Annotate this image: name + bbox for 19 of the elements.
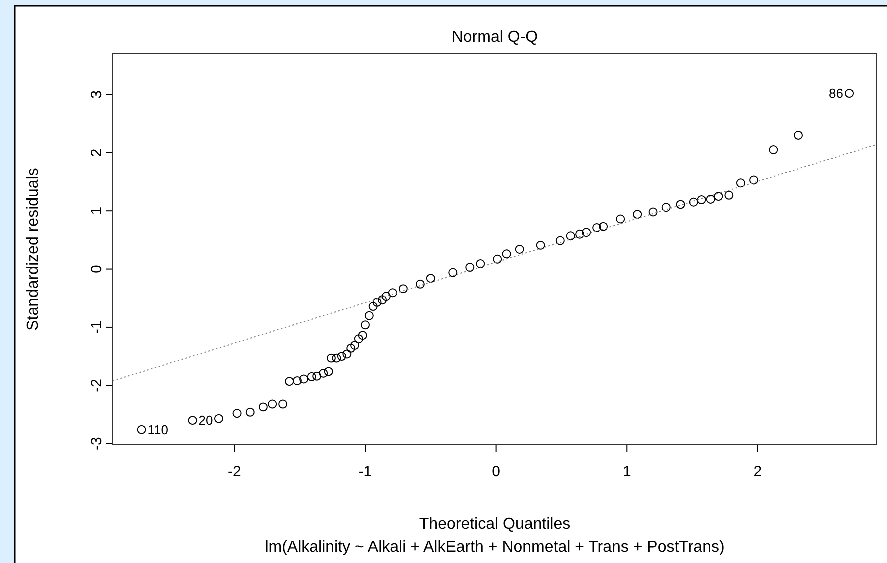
text: lm(Alkalinity ~ Alkali + AlkEarth + Nonmetal + Trans + PostTrans) [265,539,725,556]
y-tick-label: -2 [88,378,106,392]
chart-title: Normal Q-Q [452,29,538,46]
y-tick-label: -1 [88,320,106,334]
y-tick-label: -3 [88,437,106,451]
x-tick-label: 2 [754,464,762,481]
annotation: 110 [148,422,169,438]
annotation: 86 [829,86,844,102]
x-tick-label: 0 [492,464,500,481]
y-tick-label: 3 [88,90,106,99]
y-tick-label: 1 [88,206,106,216]
x-tick-label: -2 [228,464,242,481]
x-axis-title: Theoretical Quantiles [419,516,571,533]
y-tick-label: 0 [88,265,106,274]
annotation: 20 [198,413,214,428]
y-tick-label: 2 [88,148,106,158]
x-tick-label: -1 [358,464,372,481]
y-axis-title: Standardized residuals [25,168,42,331]
x-tick-label: 1 [622,464,632,481]
